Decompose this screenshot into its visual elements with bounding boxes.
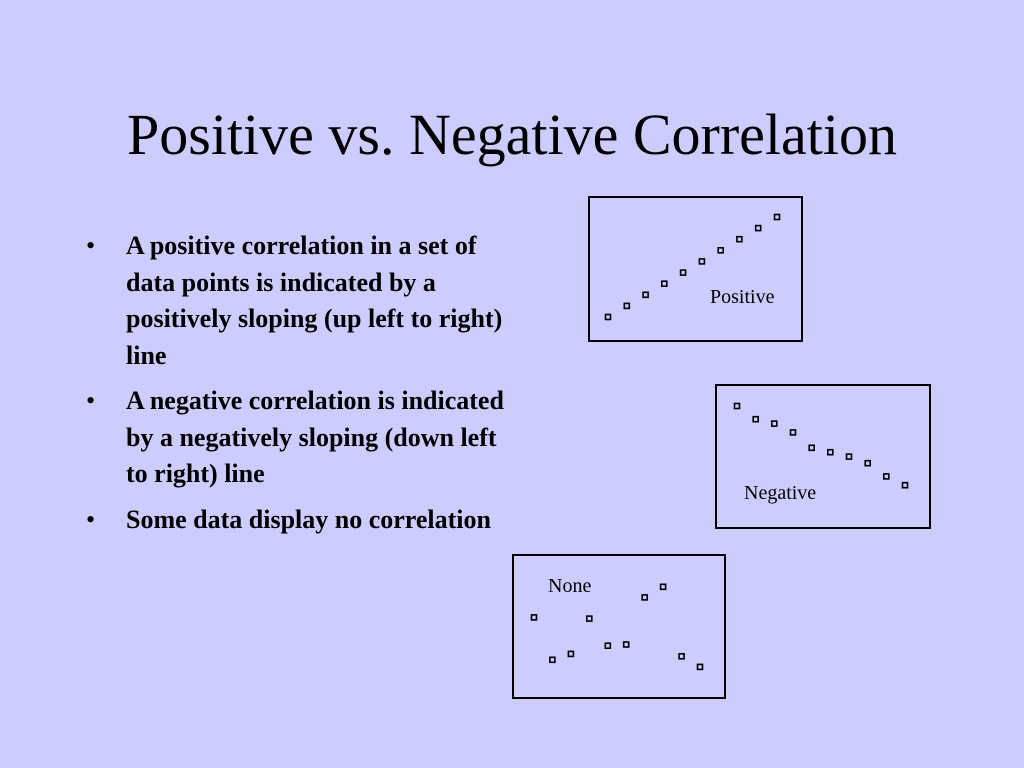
negative-point [864, 459, 871, 467]
bullet-symbol: • [86, 386, 96, 415]
negative-point [845, 453, 853, 460]
negative-point [827, 448, 834, 456]
none-point [567, 650, 575, 658]
none-point [659, 583, 667, 591]
positive-point [642, 291, 649, 299]
positive-plot-label: Positive [710, 286, 775, 308]
none-point [604, 642, 612, 649]
negative-point [883, 473, 890, 480]
bullet-item: • Some data display no correlation [86, 502, 506, 539]
none-point [641, 594, 648, 601]
bullet-item: • A positive correlation in a set of dat… [86, 228, 506, 374]
bullet-list: • A positive correlation in a set of dat… [86, 228, 506, 547]
negative-plot-label: Negative [744, 482, 817, 504]
negative-point [789, 429, 797, 436]
negative-point [752, 415, 760, 423]
positive-point [717, 246, 724, 254]
positive-point [623, 302, 631, 310]
bullet-text: Some data display no correlation [126, 504, 491, 534]
positive-point [698, 258, 706, 265]
bullet-text: A negative correlation is indicated by a… [126, 386, 504, 488]
none-point [549, 656, 556, 664]
bullet-symbol: • [86, 231, 96, 260]
negative-point [808, 444, 815, 452]
positive-point [661, 280, 668, 287]
negative-scatter-plot: Negative [715, 384, 931, 529]
positive-point [773, 213, 781, 221]
negative-point [770, 420, 778, 427]
positive-point [754, 224, 762, 232]
bullet-text: A positive correlation in a set of data … [126, 231, 503, 370]
positive-point [604, 313, 612, 321]
positive-scatter-plot: Positive [588, 196, 803, 342]
negative-point [901, 481, 909, 489]
none-point [696, 663, 704, 671]
bullet-symbol: • [86, 504, 96, 534]
none-point [530, 614, 538, 621]
none-point [622, 641, 630, 648]
none-scatter-plot: None [512, 554, 726, 699]
slide-title: Positive vs. Negative Correlation [127, 102, 897, 167]
none-point [586, 615, 593, 622]
negative-scatter-svg [733, 402, 909, 489]
negative-point [733, 402, 741, 410]
none-point [678, 653, 685, 660]
none-scatter-svg [530, 583, 704, 671]
bullet-item: • A negative correlation is indicated by… [86, 383, 506, 493]
positive-point [736, 235, 743, 243]
none-plot-label: None [548, 575, 592, 597]
positive-scatter-svg [604, 213, 781, 321]
positive-point [679, 269, 687, 276]
